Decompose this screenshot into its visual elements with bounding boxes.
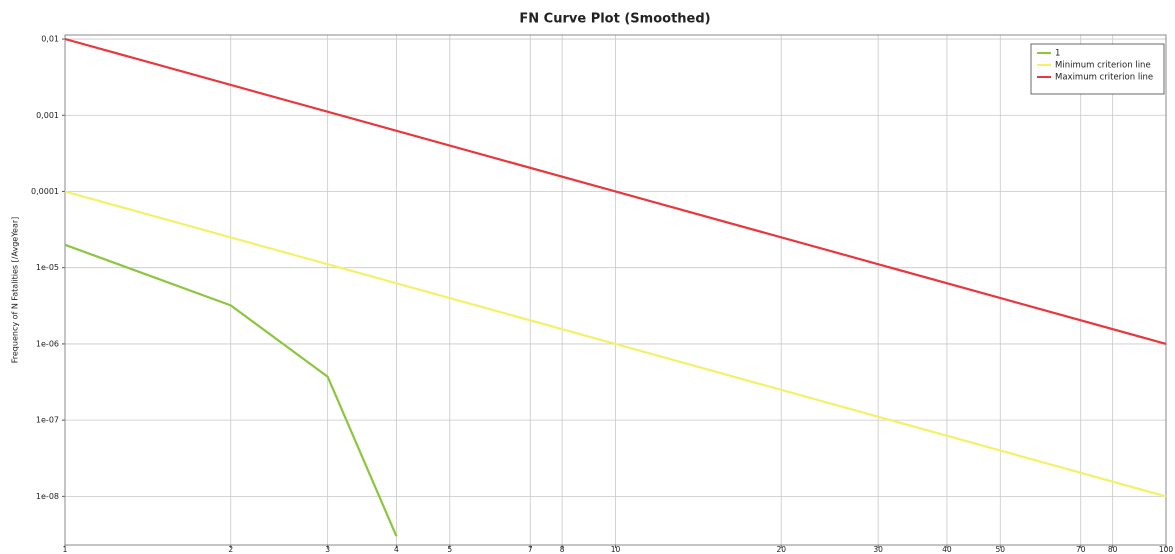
- y-tick-label: 1e-08: [36, 492, 59, 501]
- y-tick-label: 0,001: [36, 111, 59, 120]
- y-tick-label: 1e-07: [36, 416, 59, 425]
- legend-label: Maximum criterion line: [1055, 73, 1153, 83]
- x-tick-label: 2: [228, 545, 233, 554]
- x-tick-label: 70: [1076, 545, 1086, 554]
- x-tick-label: 30: [873, 545, 883, 554]
- x-tick-label: 3: [325, 545, 330, 554]
- x-tick-label: 7: [528, 545, 533, 554]
- x-tick-label: 40: [942, 545, 952, 554]
- series-line: [64, 190, 1167, 498]
- x-tick-label: 80: [1108, 545, 1118, 554]
- legend-label: 1: [1055, 49, 1060, 59]
- x-tick-label: 5: [447, 545, 452, 554]
- legend-label: Minimum criterion line: [1055, 61, 1151, 71]
- plot-frame: [64, 34, 1167, 546]
- x-tick-label: 50: [996, 545, 1006, 554]
- x-tick-label: 4: [394, 545, 399, 554]
- y-tick-label: 0,0001: [31, 187, 59, 196]
- y-axis-label: Frequency of N Fatalities [/AvgeYear]: [11, 217, 20, 364]
- x-tick-label: 20: [776, 545, 786, 554]
- y-tick-label: 0,01: [41, 35, 59, 44]
- x-tick-label: 8: [560, 545, 565, 554]
- x-tick-label: 1: [63, 545, 68, 554]
- series-line: [64, 37, 1167, 345]
- series-line: [64, 243, 398, 537]
- y-tick-label: 1e-05: [36, 263, 59, 272]
- chart-title: FN Curve Plot (Smoothed): [519, 12, 710, 27]
- x-tick-label: 10: [611, 545, 621, 554]
- x-tick-label: 100: [1159, 545, 1174, 554]
- y-tick-label: 1e-06: [36, 339, 59, 348]
- legend-box: [1030, 43, 1165, 95]
